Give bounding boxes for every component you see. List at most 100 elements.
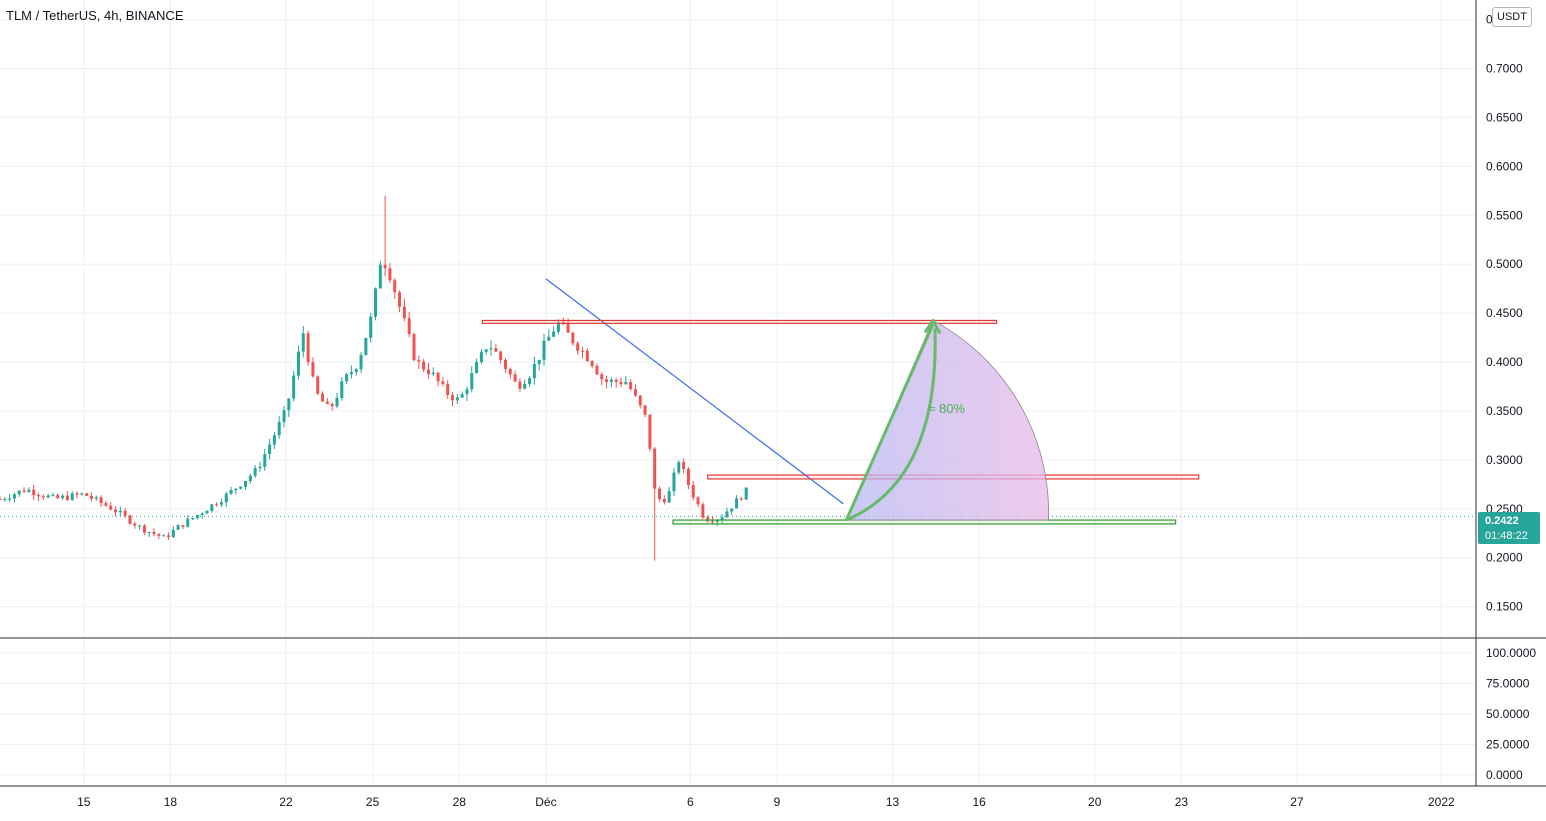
candle-body xyxy=(412,334,416,361)
support-zone[interactable] xyxy=(672,519,1177,525)
volume-tick-label: 25.0000 xyxy=(1486,738,1530,752)
candle-body xyxy=(701,504,705,518)
candle-body xyxy=(556,322,560,332)
x-tick-label: 18 xyxy=(164,795,178,809)
candle-body xyxy=(109,505,113,510)
candle-body xyxy=(128,515,132,524)
candle-body xyxy=(460,394,464,398)
candle-body xyxy=(475,361,479,374)
candle-body xyxy=(436,372,440,382)
candle-body xyxy=(378,264,382,289)
candle-body xyxy=(171,529,175,538)
candle-body xyxy=(287,398,291,411)
candle-body xyxy=(114,509,118,513)
candle-body xyxy=(325,401,329,404)
trend-line[interactable] xyxy=(545,278,844,505)
x-tick-label: 6 xyxy=(687,795,694,809)
candle-body xyxy=(508,368,512,375)
candle-body xyxy=(94,497,98,499)
candle-body xyxy=(85,493,89,496)
y-tick-label: 0.2000 xyxy=(1486,551,1523,565)
candle-body xyxy=(585,350,589,362)
x-tick-label: 13 xyxy=(886,795,900,809)
x-tick-label: 15 xyxy=(77,795,91,809)
candle-body xyxy=(263,454,267,467)
candle-body xyxy=(672,472,676,492)
candle-body xyxy=(715,520,719,522)
candle-body xyxy=(272,435,276,445)
candle-body xyxy=(330,403,334,407)
candle-body xyxy=(345,374,349,382)
y-tick-label: 0.5000 xyxy=(1486,257,1523,271)
candle-body xyxy=(80,493,84,495)
candle-body xyxy=(268,444,272,455)
curved-arrow[interactable] xyxy=(845,328,937,522)
candle-body xyxy=(398,292,402,307)
candle-body xyxy=(51,494,55,496)
candle-body xyxy=(335,397,339,407)
y-tick-label: 0.4000 xyxy=(1486,355,1523,369)
candle-body xyxy=(609,379,613,383)
candle-body xyxy=(138,525,142,527)
volume-tick-label: 0.0000 xyxy=(1486,768,1523,782)
volume-tick-label: 100.0000 xyxy=(1486,646,1536,660)
candle-body xyxy=(8,498,12,500)
candle-body xyxy=(407,318,411,335)
candle-body xyxy=(624,382,628,385)
candle-body xyxy=(489,348,493,350)
candle-body xyxy=(195,514,199,519)
candle-body xyxy=(566,324,570,333)
candle-body xyxy=(513,374,517,382)
candle-body xyxy=(590,361,594,366)
candle-body xyxy=(46,495,50,498)
candle-body xyxy=(210,504,214,511)
candle-body xyxy=(455,397,459,401)
candle-body xyxy=(426,369,430,375)
candle-body xyxy=(152,531,156,534)
candle-body xyxy=(706,517,710,522)
candle-body xyxy=(402,306,406,319)
candle-body xyxy=(282,410,286,423)
candle-body xyxy=(56,494,60,499)
candle-body xyxy=(744,487,748,500)
candle-body xyxy=(494,348,498,352)
currency-button[interactable]: USDT xyxy=(1492,7,1532,27)
candle-body xyxy=(229,490,233,494)
target-arc-sector[interactable] xyxy=(845,319,1049,521)
candle-body xyxy=(364,337,368,356)
volume-tick-label: 50.0000 xyxy=(1486,707,1530,721)
drawings[interactable]: ≈ 80% xyxy=(0,278,1476,525)
target-arrow-shaft[interactable] xyxy=(844,323,935,521)
candle-body xyxy=(581,350,585,352)
candle-body xyxy=(576,343,580,351)
y-tick-label: 0.3000 xyxy=(1486,453,1523,467)
candle-body xyxy=(0,499,2,501)
resistance-zone-top[interactable] xyxy=(481,319,998,324)
x-tick-label: 16 xyxy=(973,795,987,809)
candle-body xyxy=(638,395,642,406)
candle-body xyxy=(422,361,426,370)
x-tick-label: 25 xyxy=(366,795,380,809)
candle-body xyxy=(677,462,681,473)
candle-body xyxy=(147,531,151,533)
candle-body xyxy=(691,484,695,498)
candle-body xyxy=(484,349,488,352)
candle-body xyxy=(349,372,353,375)
candle-body xyxy=(65,495,69,500)
candle-body xyxy=(359,355,363,370)
y-tick-label: 0.1500 xyxy=(1486,600,1523,614)
candle-body xyxy=(162,535,166,537)
candle-body xyxy=(27,489,31,492)
candle-body xyxy=(739,498,743,500)
candle-body xyxy=(17,490,21,495)
candle-body xyxy=(735,498,739,509)
x-tick-label: 2022 xyxy=(1428,795,1455,809)
candle-body xyxy=(321,393,325,402)
candle-body xyxy=(292,375,296,399)
candle-body xyxy=(643,405,647,415)
candle-body xyxy=(200,513,204,515)
candle-body xyxy=(682,462,686,469)
